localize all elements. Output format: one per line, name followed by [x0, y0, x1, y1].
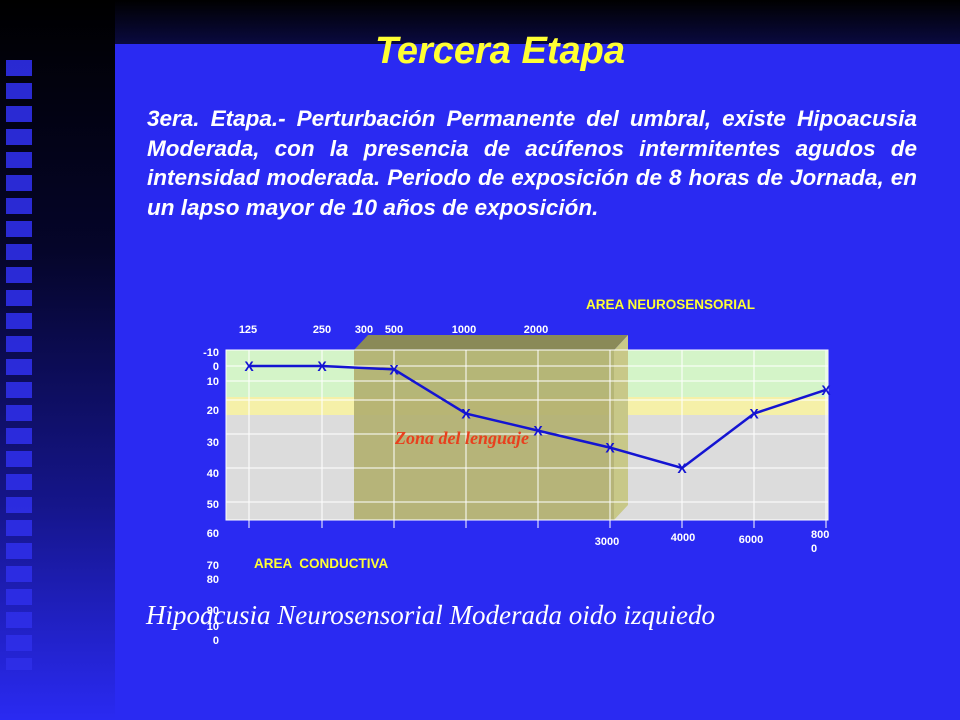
- y-tick-label: 30: [207, 437, 219, 449]
- data-point-marker: X: [821, 382, 831, 398]
- area-neurosensorial-label: AREA NEUROSENSORIAL: [586, 297, 755, 312]
- data-point-marker: X: [317, 358, 327, 374]
- left-decor-band: [0, 0, 115, 720]
- y-tick-label: 80: [207, 574, 219, 586]
- plot-frame: [225, 349, 829, 521]
- data-point-marker: X: [244, 358, 254, 374]
- x-tick-label-top: 500: [385, 324, 403, 336]
- top-decor-band: [115, 0, 960, 44]
- slide-body-text: 3era. Etapa.- Perturbación Permanente de…: [147, 106, 917, 220]
- y-tick-label: 70: [207, 560, 219, 572]
- x-tick-label-bottom: 4000: [671, 532, 695, 544]
- slide-caption: Hipoacusia Neurosensorial Moderada oido …: [146, 600, 715, 630]
- series-line: [249, 364, 827, 470]
- y-tick-label: 40: [207, 468, 219, 480]
- y-tick-label: 10 0: [207, 621, 219, 647]
- x-tick-label-top: 1000: [452, 324, 476, 336]
- data-point-marker: X: [677, 460, 687, 476]
- speech-zone-top: [354, 335, 628, 350]
- slide-title: Tercera Etapa: [375, 30, 625, 72]
- data-point-marker: X: [533, 423, 543, 439]
- y-tick-label: 60: [207, 528, 219, 540]
- data-point-marker: X: [461, 406, 471, 422]
- y-tick-label: 50: [207, 499, 219, 511]
- speech-zone-side: [614, 335, 628, 520]
- y-tick-label: 90: [207, 605, 219, 617]
- x-tick-label-bottom: 6000: [739, 534, 763, 546]
- x-tick-label-top: 250: [313, 324, 331, 336]
- x-tick-label-top: 125: [239, 324, 257, 336]
- left-square-pattern: [6, 60, 32, 670]
- y-tick-label: 10: [207, 376, 219, 388]
- data-point-marker: X: [749, 406, 759, 422]
- data-point-marker: X: [605, 440, 615, 456]
- y-tick-label: 0: [213, 361, 219, 373]
- y-tick-label: -10: [203, 347, 219, 359]
- chart-labels: 125 250 300 500 1000 2000 3000 4000 6000 800 0 -10 0…: [203, 297, 829, 647]
- x-tick-label-top: 2000: [524, 324, 548, 336]
- x-tick-label-bottom: 3000: [595, 536, 619, 548]
- data-point-marker: X: [389, 361, 399, 377]
- speech-zone-label: Zona del lenguaje: [394, 428, 529, 448]
- x-tick-label-top: 300: [355, 324, 373, 336]
- x-tick-label-bottom: 800 0: [811, 529, 829, 555]
- y-tick-label: 20: [207, 405, 219, 417]
- speech-zone-front: [354, 350, 614, 520]
- area-conductiva-label: AREA CONDUCTIVA: [254, 556, 388, 571]
